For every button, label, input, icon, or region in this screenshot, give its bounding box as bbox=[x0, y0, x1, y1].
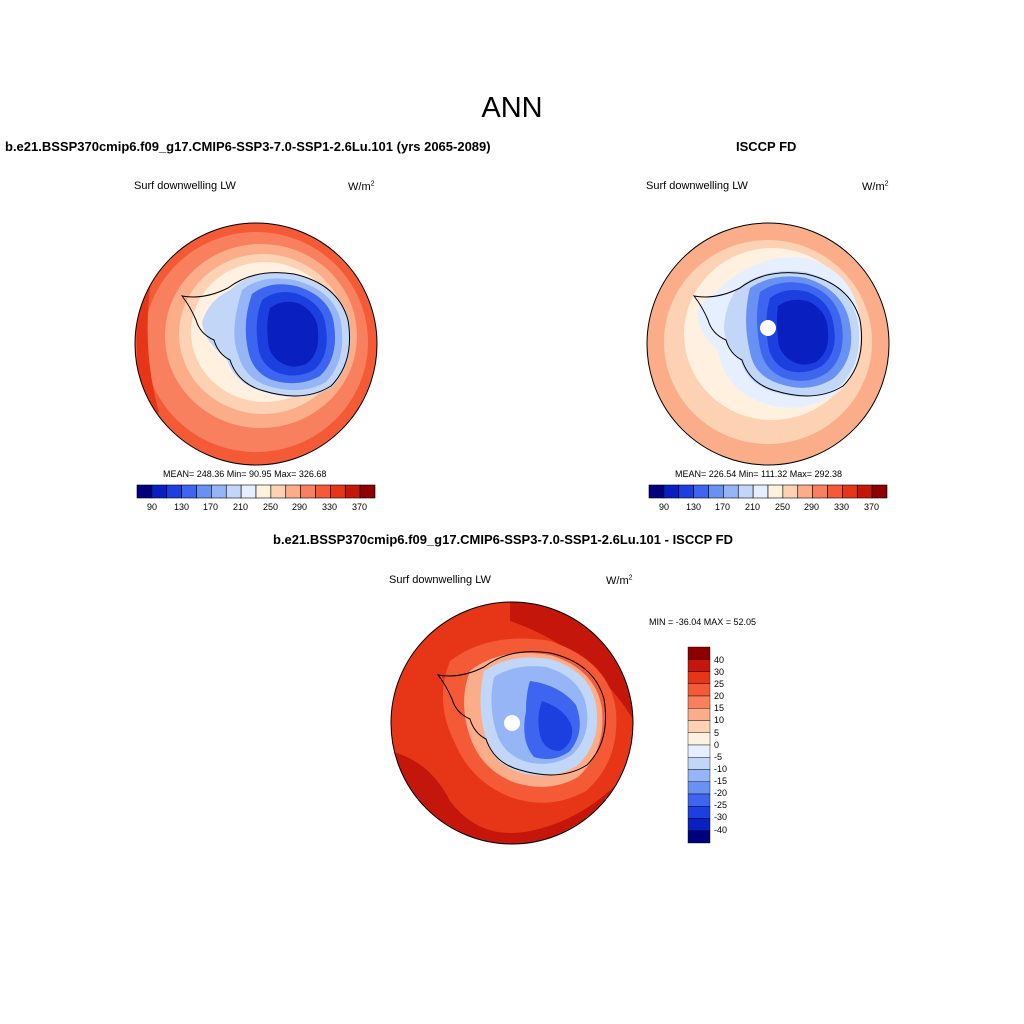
right-cbar-label: 130 bbox=[686, 502, 702, 512]
left-stats: MEAN= 248.36 Min= 90.95 Max= 326.68 bbox=[163, 469, 327, 479]
right-polar-map bbox=[646, 222, 890, 466]
left-cbar-label: 370 bbox=[352, 502, 368, 512]
left-cbar-label: 210 bbox=[233, 502, 249, 512]
colorbar-swatch bbox=[687, 683, 711, 697]
right-variable-label: Surf downwelling LW bbox=[646, 180, 748, 192]
diff-stats: MIN = -36.04 MAX = 52.05 bbox=[649, 617, 757, 627]
colorbar-swatch bbox=[255, 484, 272, 499]
left-cbar-label: 250 bbox=[263, 502, 279, 512]
diff-cbar-label: 20 bbox=[714, 691, 725, 701]
diff-colorbar bbox=[687, 646, 711, 844]
colorbar-swatch bbox=[687, 757, 711, 770]
right-cbar-label: 330 bbox=[834, 502, 850, 512]
diff-cbar-label: -25 bbox=[714, 800, 728, 810]
right-cbar-label: 250 bbox=[775, 502, 791, 512]
left-cbar-label: 130 bbox=[174, 502, 190, 512]
colorbar-swatch bbox=[856, 484, 873, 499]
colorbar-swatch bbox=[687, 732, 711, 746]
colorbar-swatch bbox=[827, 484, 843, 499]
colorbar-swatch bbox=[723, 484, 739, 499]
colorbar-swatch bbox=[687, 769, 711, 782]
diff-polar-map bbox=[390, 601, 634, 845]
colorbar-swatch bbox=[359, 484, 376, 499]
left-units-label: W/m2 bbox=[348, 180, 375, 193]
colorbar-swatch bbox=[871, 484, 888, 499]
colorbar-swatch bbox=[687, 806, 711, 819]
right-case-title: ISCCP FD bbox=[736, 139, 797, 154]
colorbar-swatch bbox=[687, 818, 711, 831]
colorbar-swatch bbox=[330, 484, 346, 499]
colorbar-swatch bbox=[136, 484, 153, 499]
colorbar-swatch bbox=[270, 484, 287, 499]
right-cbar-label: 370 bbox=[864, 502, 880, 512]
colorbar-swatch bbox=[767, 484, 784, 499]
colorbar-swatch bbox=[151, 484, 168, 499]
colorbar-swatch bbox=[687, 708, 711, 721]
colorbar-swatch bbox=[687, 695, 711, 709]
diff-cbar-label: 10 bbox=[714, 715, 725, 725]
colorbar-swatch bbox=[812, 484, 828, 499]
diff-cbar-label: 5 bbox=[714, 728, 720, 738]
left-case-title: b.e21.BSSP370cmip6.f09_g17.CMIP6-SSP3-7.… bbox=[5, 139, 491, 154]
diff-cbar-label: 15 bbox=[714, 703, 725, 713]
diff-cbar-label: -20 bbox=[714, 788, 728, 798]
colorbar-swatch bbox=[752, 484, 769, 499]
diff-units-label: W/m2 bbox=[606, 574, 633, 587]
colorbar-swatch bbox=[687, 646, 711, 660]
right-cbar-label: 90 bbox=[659, 502, 670, 512]
diff-cbar-label: -10 bbox=[714, 764, 728, 774]
colorbar-swatch bbox=[225, 484, 242, 499]
colorbar-swatch bbox=[648, 484, 665, 499]
diff-case-title: b.e21.BSSP370cmip6.f09_g17.CMIP6-SSP3-7.… bbox=[273, 532, 734, 547]
left-colorbar bbox=[136, 484, 376, 499]
colorbar-swatch bbox=[687, 720, 711, 733]
colorbar-swatch bbox=[687, 793, 711, 807]
diff-cbar-label: 40 bbox=[714, 655, 725, 665]
colorbar-swatch bbox=[797, 484, 813, 499]
colorbar-swatch bbox=[211, 484, 227, 499]
diff-cbar-label: -30 bbox=[714, 812, 728, 822]
colorbar-swatch bbox=[315, 484, 331, 499]
colorbar-swatch bbox=[300, 484, 316, 499]
colorbar-swatch bbox=[166, 484, 182, 499]
diff-colorbar-labels: 40 30 25 20 15 10 5 0 -5 -10 -15 -20 -25… bbox=[714, 647, 754, 843]
right-cbar-label: 170 bbox=[715, 502, 731, 512]
diff-variable-label: Surf downwelling LW bbox=[389, 574, 491, 586]
colorbar-swatch bbox=[240, 484, 257, 499]
diff-cbar-label: -5 bbox=[714, 752, 723, 762]
right-units-label: W/m2 bbox=[862, 180, 889, 193]
colorbar-swatch bbox=[782, 484, 799, 499]
colorbar-swatch bbox=[708, 484, 724, 499]
colorbar-swatch bbox=[678, 484, 694, 499]
colorbar-swatch bbox=[285, 484, 301, 499]
right-stats: MEAN= 226.54 Min= 111.32 Max= 292.38 bbox=[675, 469, 843, 479]
colorbar-swatch bbox=[842, 484, 858, 499]
left-variable-label: Surf downwelling LW bbox=[134, 180, 236, 192]
colorbar-swatch bbox=[687, 659, 711, 672]
colorbar-swatch bbox=[687, 781, 711, 795]
diff-cbar-label: -15 bbox=[714, 776, 728, 786]
colorbar-swatch bbox=[687, 830, 711, 844]
colorbar-swatch bbox=[737, 484, 754, 499]
left-cbar-label: 170 bbox=[203, 502, 219, 512]
colorbar-swatch bbox=[687, 671, 711, 684]
left-polar-map bbox=[134, 222, 378, 466]
left-cbar-label: 330 bbox=[322, 502, 338, 512]
colorbar-swatch bbox=[181, 484, 197, 499]
left-cbar-label: 290 bbox=[292, 502, 308, 512]
right-colorbar bbox=[648, 484, 888, 499]
diff-cbar-label: 0 bbox=[714, 740, 720, 750]
diff-cbar-label: -40 bbox=[714, 825, 728, 835]
colorbar-swatch bbox=[693, 484, 709, 499]
left-cbar-label: 90 bbox=[147, 502, 158, 512]
right-cbar-label: 210 bbox=[745, 502, 761, 512]
colorbar-swatch bbox=[687, 744, 711, 758]
right-cbar-label: 290 bbox=[804, 502, 820, 512]
page-title: ANN bbox=[481, 92, 543, 124]
colorbar-swatch bbox=[344, 484, 361, 499]
colorbar-swatch bbox=[196, 484, 212, 499]
diff-cbar-label: 25 bbox=[714, 679, 725, 689]
diff-cbar-label: 30 bbox=[714, 667, 725, 677]
colorbar-swatch bbox=[663, 484, 680, 499]
